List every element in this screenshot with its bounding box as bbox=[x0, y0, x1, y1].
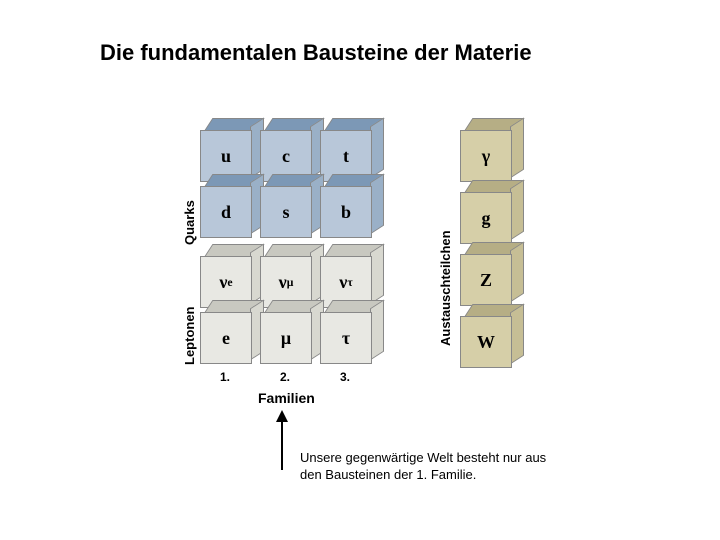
cube-b: b bbox=[320, 186, 370, 236]
cube-mu: μ bbox=[260, 312, 310, 362]
cube-label: g bbox=[460, 192, 512, 244]
page-title: Die fundamentalen Bausteine der Materie bbox=[100, 40, 532, 66]
cube-label: W bbox=[460, 316, 512, 368]
cube-g: g bbox=[460, 192, 510, 242]
cube-nu-tau: ντ bbox=[320, 256, 370, 306]
cube-u: u bbox=[200, 130, 250, 180]
col-label-2: 2. bbox=[260, 370, 310, 384]
cube-e: e bbox=[200, 312, 250, 362]
caption-text: Unsere gegenwärtige Welt besteht nur aus… bbox=[300, 450, 600, 484]
cube-w: W bbox=[460, 316, 510, 366]
cube-gamma: γ bbox=[460, 130, 510, 180]
cube-label: e bbox=[200, 312, 252, 364]
col-label-3: 3. bbox=[320, 370, 370, 384]
cube-label: Z bbox=[460, 254, 512, 306]
cube-label: τ bbox=[320, 312, 372, 364]
label-families: Familien bbox=[258, 390, 315, 406]
caption-line1: Unsere gegenwärtige Welt besteht nur aus bbox=[300, 450, 546, 465]
label-quarks: Quarks bbox=[182, 200, 197, 245]
cube-label: γ bbox=[460, 130, 512, 182]
cube-d: d bbox=[200, 186, 250, 236]
label-bosons: Austauschteilchen bbox=[438, 230, 453, 346]
caption-line2: den Bausteinen der 1. Familie. bbox=[300, 467, 476, 482]
label-leptons: Leptonen bbox=[182, 307, 197, 366]
cube-c: c bbox=[260, 130, 310, 180]
cube-tau: τ bbox=[320, 312, 370, 362]
cube-label: s bbox=[260, 186, 312, 238]
arrow-line-icon bbox=[281, 422, 283, 470]
cube-label: b bbox=[320, 186, 372, 238]
cube-label: μ bbox=[260, 312, 312, 364]
col-label-1: 1. bbox=[200, 370, 250, 384]
cube-s: s bbox=[260, 186, 310, 236]
cube-t: t bbox=[320, 130, 370, 180]
arrow-head-icon bbox=[276, 410, 288, 422]
cube-z: Z bbox=[460, 254, 510, 304]
cube-nu-mu: νμ bbox=[260, 256, 310, 306]
cube-label: d bbox=[200, 186, 252, 238]
cube-nu-e: νe bbox=[200, 256, 250, 306]
